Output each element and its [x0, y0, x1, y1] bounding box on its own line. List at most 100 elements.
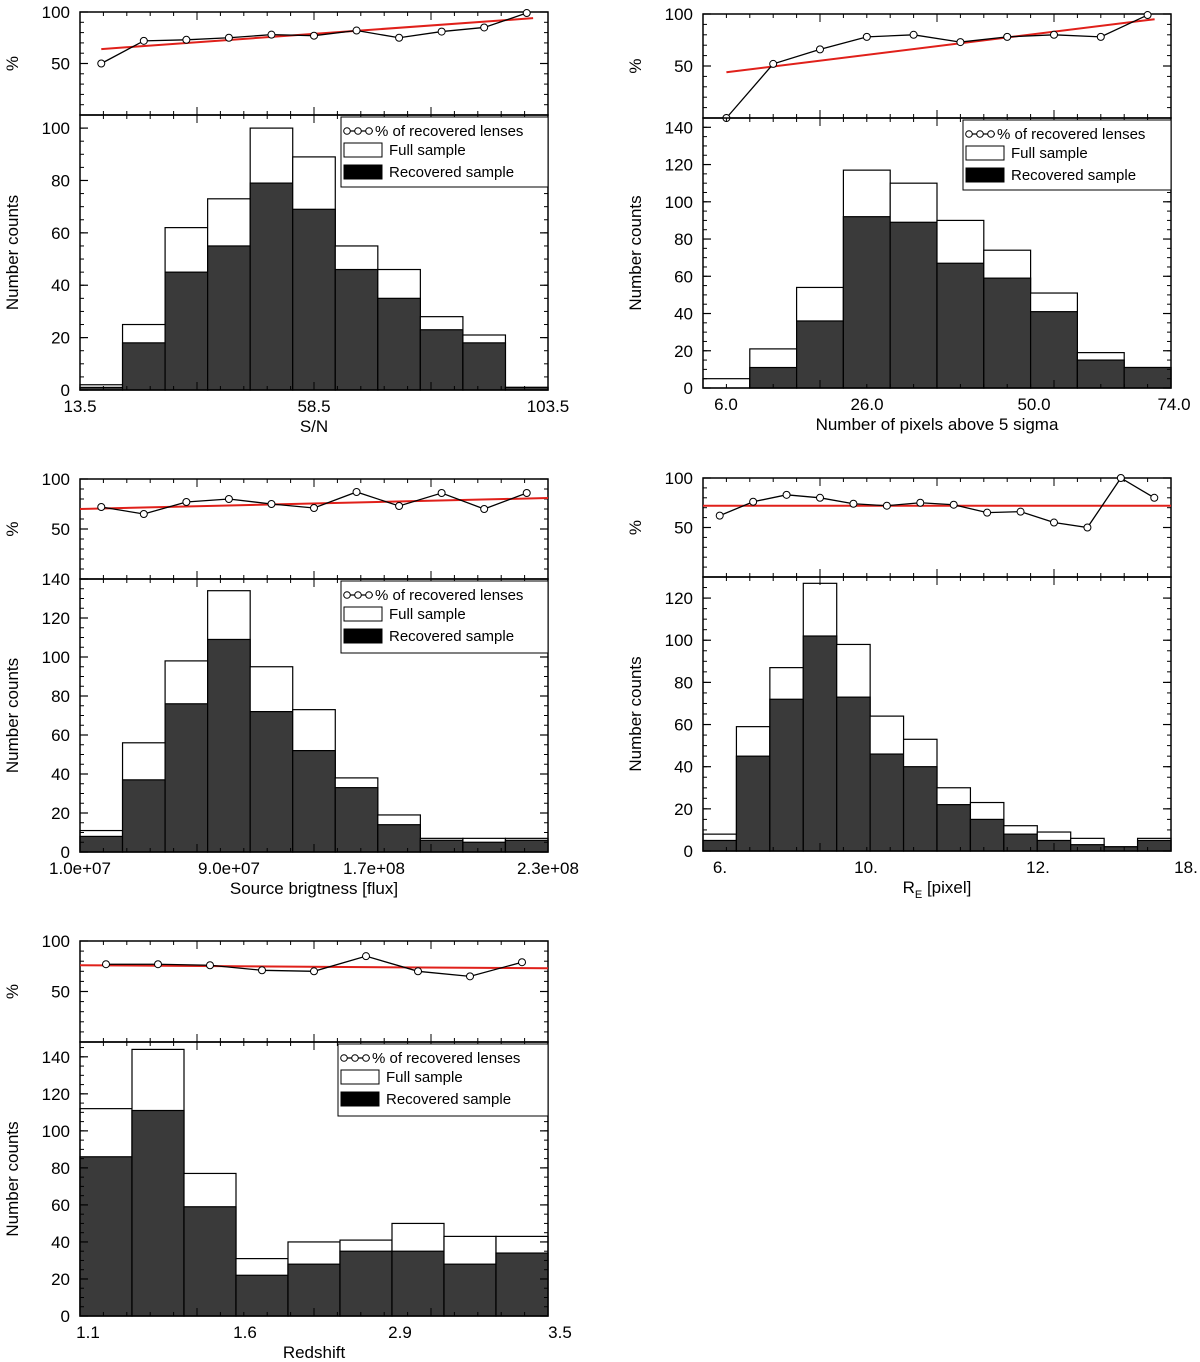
- histogram-axis-tick-label: 80: [51, 171, 70, 190]
- recovered-sample-bar: [121, 779, 166, 853]
- legend-pct-marker: [343, 591, 351, 599]
- percent-point: [1116, 474, 1125, 482]
- percent-point: [414, 967, 422, 976]
- recovered-sample-bar: [869, 753, 905, 852]
- legend-rec-swatch: [343, 164, 383, 180]
- percent-point: [518, 958, 526, 967]
- percent-point: [1050, 30, 1058, 39]
- percent-point: [1143, 11, 1152, 20]
- pixels-panel: 50 100% 0 20 40 60 80 100 120 140 Number counts 6.0…: [626, 5, 1191, 434]
- x-axis-tick-label: 26.0: [850, 395, 883, 414]
- percent-point: [310, 504, 318, 512]
- legend-pct-marker: [340, 1054, 348, 1062]
- recovered-sample-bar: [207, 638, 251, 853]
- x-axis-tick-label: 1.1: [76, 1323, 100, 1342]
- percent-point: [258, 966, 266, 975]
- histogram-axis-tick-label: 0: [684, 842, 693, 861]
- x-axis-tick-label: 1.0e+07: [49, 859, 111, 878]
- percent-point: [102, 960, 110, 969]
- legend-pct-marker: [354, 127, 362, 135]
- percent-axis-tick-label: 50: [674, 57, 693, 76]
- recovered-sample-bar: [79, 1156, 133, 1317]
- percent-point: [480, 23, 489, 32]
- recovered-sample-bar: [983, 277, 1032, 389]
- percent-point: [522, 9, 531, 18]
- x-axis-tick-label: 103.5: [527, 397, 570, 416]
- percent-point: [949, 500, 958, 509]
- percent-axis-tick-label: 100: [42, 470, 70, 489]
- recovered-sample-bar: [292, 208, 336, 391]
- percent-axis-tick-label: 50: [674, 519, 693, 538]
- histogram-axis-tick-label: 60: [674, 716, 693, 735]
- percent-point: [97, 59, 106, 68]
- percent-point: [769, 59, 778, 68]
- percent-point: [715, 511, 724, 520]
- legend-pct-marker: [987, 130, 995, 138]
- x-axis-label: Number of pixels above 5 sigma: [816, 415, 1059, 434]
- legend-pct-marker: [351, 1054, 359, 1062]
- legend-pct-label: % of recovered lenses: [372, 1050, 520, 1067]
- percent-panel-frame: [702, 477, 1172, 578]
- percent-recovered-line: [719, 477, 1155, 529]
- percent-point: [97, 503, 106, 511]
- legend-pct-marker: [354, 591, 362, 599]
- percent-point: [395, 502, 404, 510]
- x-axis-tick-label: 12.: [1026, 858, 1050, 877]
- histogram-axis-tick-label: 40: [674, 305, 693, 324]
- percent-point: [310, 31, 318, 40]
- percent-point: [206, 961, 214, 970]
- legend-full-label: Full sample: [389, 142, 466, 159]
- percent-axis-tick-label: 50: [51, 520, 70, 539]
- percent-axis-tick-label: 100: [665, 469, 693, 488]
- legend-full-swatch: [343, 606, 383, 622]
- x-axis-label: Redshift: [283, 1343, 346, 1362]
- histogram-axis-tick-label: 60: [51, 1196, 70, 1215]
- percent-point: [395, 33, 404, 42]
- recovered-sample-bar: [339, 1250, 393, 1317]
- recovered-sample-bar: [249, 710, 294, 853]
- percent-point: [1003, 32, 1012, 41]
- percent-point: [362, 952, 370, 961]
- legend-full-label: Full sample: [1011, 145, 1088, 162]
- histogram-axis-tick-label: 40: [51, 1233, 70, 1252]
- percent-point: [1096, 32, 1105, 41]
- percent-point: [310, 967, 318, 976]
- percent-point: [352, 26, 361, 35]
- recovered-sample-bar: [735, 755, 771, 852]
- histogram-axis-tick-label: 100: [42, 1122, 70, 1141]
- legend-pct-label: % of recovered lenses: [997, 126, 1145, 143]
- legend-pct-marker: [965, 130, 973, 138]
- recovered-sample-bar: [1003, 833, 1038, 852]
- percent-axis-label: %: [3, 984, 22, 999]
- x-axis-tick-label: 50.0: [1017, 395, 1050, 414]
- x-axis-tick-label: 10.: [854, 858, 878, 877]
- percent-point: [849, 499, 858, 508]
- legend-full-swatch: [343, 142, 383, 158]
- histogram-axis-tick-label: 140: [42, 1048, 70, 1067]
- histogram-axis-tick-label: 20: [51, 329, 70, 348]
- percent-point: [522, 489, 531, 497]
- legend-full-label: Full sample: [386, 1069, 463, 1086]
- recovered-sample-bar: [391, 1250, 445, 1317]
- percent-axis-tick-label: 100: [665, 5, 693, 24]
- einstein-radius-panel: 50 100% 0 20 40 60 80 100 120 Number counts 6. 10. 1…: [626, 469, 1198, 901]
- x-axis-tick-label: 1.6: [233, 1323, 257, 1342]
- legend-pct-marker: [365, 591, 373, 599]
- histogram-axis-tick-label: 20: [674, 800, 693, 819]
- histogram-axis-tick-label: 60: [51, 224, 70, 243]
- histogram-axis-tick-label: 20: [51, 1270, 70, 1289]
- x-axis-tick-label: 9.0e+07: [198, 859, 260, 878]
- x-axis-tick-label: 74.0: [1157, 395, 1190, 414]
- recovered-sample-bar: [377, 824, 421, 853]
- recovered-sample-bar: [889, 221, 938, 389]
- legend-pct-label: % of recovered lenses: [375, 587, 523, 604]
- percent-axis-tick-label: 50: [51, 983, 70, 1002]
- histogram-axis-tick-label: 40: [51, 765, 70, 784]
- histogram-axis-tick-label: 20: [51, 804, 70, 823]
- x-axis-tick-label: 6.0: [714, 395, 738, 414]
- legend-full-label: Full sample: [389, 606, 466, 623]
- histogram-axis-tick-label: 120: [665, 589, 693, 608]
- legend-pct-marker: [365, 127, 373, 135]
- histogram-axis-tick-label: 120: [42, 1085, 70, 1104]
- x-axis-label: RE [pixel]: [903, 878, 972, 901]
